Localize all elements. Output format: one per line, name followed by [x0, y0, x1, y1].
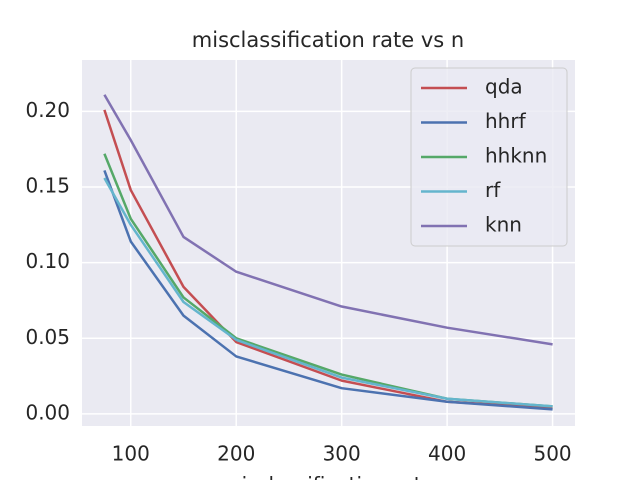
chart-title: misclassification rate vs n — [192, 28, 464, 52]
line — [103, 94, 553, 346]
y-tick-label: 0.15 — [25, 174, 70, 198]
line — [103, 177, 553, 408]
x-tick-label: 300 — [323, 442, 361, 466]
x-tick-label: 400 — [428, 442, 466, 466]
x-axis-label: misclassification rate — [222, 473, 434, 480]
y-tick-label: 0.00 — [25, 400, 70, 424]
x-tick-label: 200 — [217, 442, 255, 466]
line — [103, 169, 553, 411]
legend-label: qda — [485, 75, 523, 99]
y-tick-label: 0.20 — [25, 98, 70, 122]
legend-label: hhknn — [485, 144, 547, 168]
y-tick-label: 0.05 — [25, 325, 70, 349]
legend-label: knn — [485, 213, 522, 237]
x-tick-label: 100 — [112, 442, 150, 466]
legend-label: hhrf — [485, 109, 527, 133]
x-tick-label: 500 — [533, 442, 571, 466]
legend-label: rf — [485, 178, 501, 202]
legend-box — [410, 67, 568, 247]
y-tick-label: 0.10 — [25, 249, 70, 273]
